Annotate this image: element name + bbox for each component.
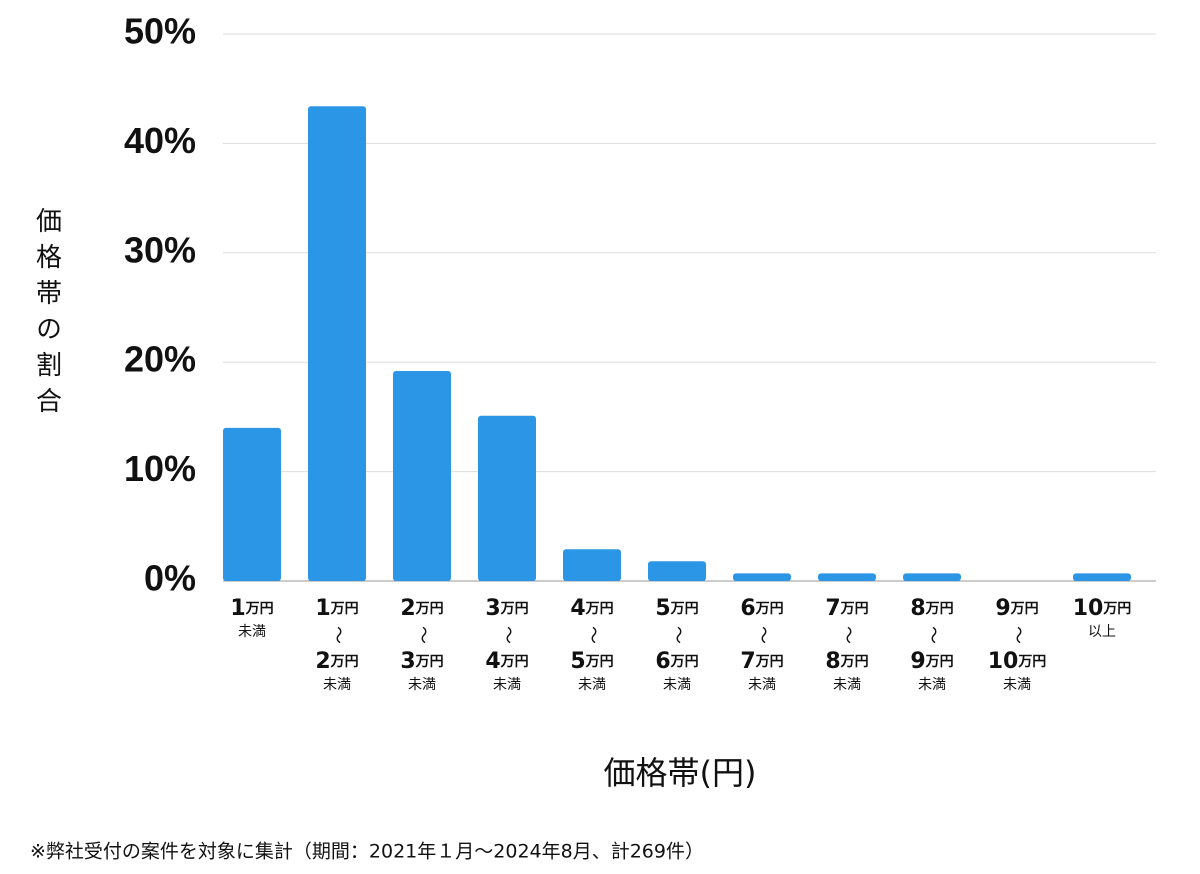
x-tick-label: 3万円: [485, 596, 528, 621]
bar: [393, 370, 451, 581]
y-tick-label: 10%: [124, 448, 196, 489]
x-tick-label: 〜: [667, 626, 688, 644]
x-tick-label: 10万円: [1073, 596, 1132, 621]
x-tick-label: 未満: [748, 677, 776, 693]
x-tick-label: 未満: [1003, 677, 1031, 693]
y-axis-title: 価格帯の割合: [32, 207, 62, 423]
x-tick-label: 〜: [497, 626, 518, 644]
x-tick-label: 未満: [238, 624, 266, 640]
x-tick-label: 6万円: [655, 649, 698, 674]
x-tick-label: 9万円: [995, 596, 1038, 621]
bar: [903, 573, 961, 581]
x-tick-label: 7万円: [740, 649, 783, 674]
x-tick-label: 〜: [1007, 626, 1028, 644]
x-tick-label: 〜: [837, 626, 858, 644]
x-tick-label: 5万円: [655, 596, 698, 621]
x-tick-label: 8万円: [910, 596, 953, 621]
footnote: ※弊社受付の案件を対象に集計（期間：2021年１月〜2024年8月、計269件）: [30, 841, 704, 863]
y-tick-label: 0%: [144, 558, 196, 599]
x-tick-label: 〜: [412, 626, 433, 644]
x-tick-label: 未満: [493, 677, 521, 693]
x-tick-label: 以上: [1088, 624, 1116, 640]
x-axis-title: 価格帯(円): [604, 754, 757, 792]
x-tick-label: 10万円: [988, 649, 1047, 674]
x-tick-label: 未満: [578, 677, 606, 693]
x-tick-label: 9万円: [910, 649, 953, 674]
x-tick-label: 未満: [918, 677, 946, 693]
bar: [308, 106, 366, 581]
bar: [733, 573, 791, 581]
x-tick-label: 4万円: [570, 596, 613, 621]
x-tick-label: 未満: [408, 677, 436, 693]
x-tick-label: 〜: [922, 626, 943, 644]
y-tick-label: 30%: [124, 229, 196, 270]
x-tick-label: 1万円: [230, 596, 273, 621]
x-tick-label: 7万円: [825, 596, 868, 621]
x-tick-label: 〜: [327, 626, 348, 644]
bar: [563, 549, 621, 581]
x-tick-label: 未満: [323, 677, 351, 693]
y-tick-label: 40%: [124, 120, 196, 161]
x-tick-label: 3万円: [400, 649, 443, 674]
bar: [648, 561, 706, 581]
x-tick-label: 2万円: [315, 649, 358, 674]
x-tick-label: 未満: [833, 677, 861, 693]
x-tick-label: 8万円: [825, 649, 868, 674]
y-tick-label: 50%: [124, 11, 196, 52]
x-tick-label: 6万円: [740, 596, 783, 621]
bar: [818, 573, 876, 581]
bar: [478, 415, 536, 581]
x-tick-label: 5万円: [570, 649, 613, 674]
x-tick-label: 2万円: [400, 596, 443, 621]
x-tick-label: 未満: [663, 677, 691, 693]
bar: [1073, 573, 1131, 581]
x-tick-label: 4万円: [485, 649, 528, 674]
y-tick-label: 20%: [124, 339, 196, 380]
bar: [223, 427, 281, 581]
x-tick-label: 〜: [752, 626, 773, 644]
x-tick-label: 〜: [582, 626, 603, 644]
x-tick-label: 1万円: [315, 596, 358, 621]
